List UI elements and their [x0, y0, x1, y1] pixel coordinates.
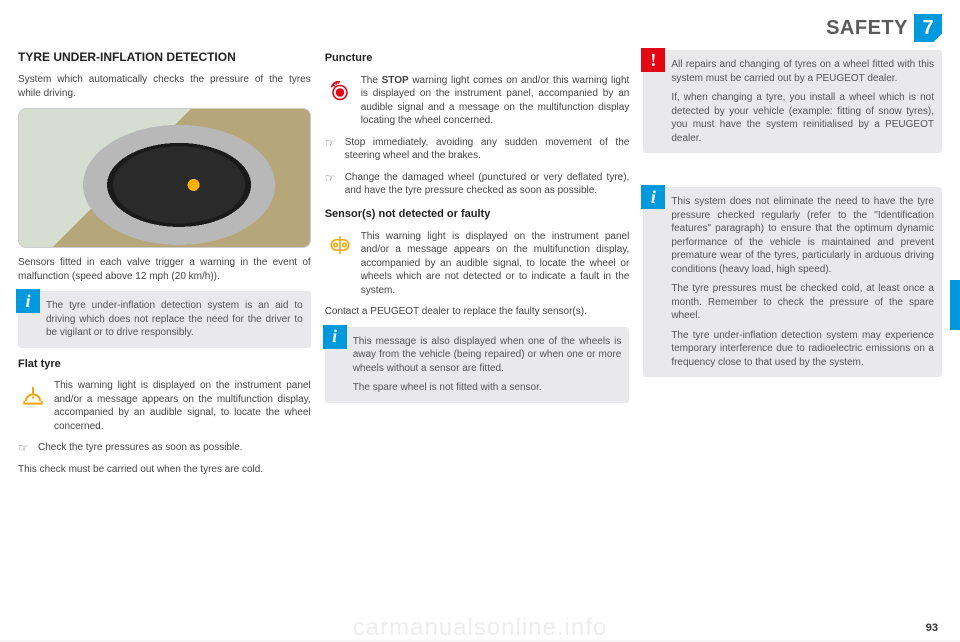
heading-puncture: Puncture: [325, 52, 630, 66]
info-spare-para2: The spare wheel is not fitted with a sen…: [353, 381, 622, 395]
flat-bullet-text: Check the tyre pressures as soon as poss…: [38, 441, 243, 455]
info3-para2: The tyre pressures must be checked cold,…: [671, 282, 934, 323]
info-box-system-limits: i This system does not eliminate the nee…: [643, 187, 942, 377]
puncture-bullet-2: ☞ Change the damaged wheel (punctured or…: [325, 171, 630, 198]
stop-word: STOP: [382, 75, 409, 86]
puncture-text-before: The: [361, 75, 382, 86]
section-tab: [950, 280, 960, 330]
stop-icon: [325, 74, 355, 104]
puncture-bullet-1: ☞ Stop immediately, avoiding any sudden …: [325, 136, 630, 163]
info-icon: i: [323, 325, 347, 349]
puncture-bullet2-text: Change the damaged wheel (punctured or v…: [345, 171, 630, 198]
info-icon: i: [16, 289, 40, 313]
flat-tyre-row: This warning light is displayed on the i…: [18, 379, 311, 433]
info-driving-aid-text: The tyre under-inflation detection syste…: [46, 299, 303, 340]
page-header: SAFETY 7: [18, 12, 942, 44]
tyre-photo: [18, 108, 311, 248]
pointer-icon: ☞: [325, 171, 339, 198]
spacer: [643, 161, 942, 179]
sensor-end-text: Contact a PEUGEOT dealer to replace the …: [325, 305, 630, 319]
header-title: SAFETY: [826, 17, 908, 40]
tpms-icon: [18, 379, 48, 409]
column-1: TYRE UNDER-INFLATION DETECTION System wh…: [18, 50, 311, 477]
sensor-text: This warning light is displayed on the i…: [361, 230, 630, 298]
content-columns: TYRE UNDER-INFLATION DETECTION System wh…: [18, 50, 942, 477]
page-number: 93: [926, 622, 938, 634]
watermark: carmanualsonline.info: [353, 614, 607, 642]
heading-tyre-detection: TYRE UNDER-INFLATION DETECTION: [18, 50, 311, 65]
heading-sensor-fault: Sensor(s) not detected or faulty: [325, 208, 630, 222]
sensors-text: Sensors fitted in each valve trigger a w…: [18, 256, 311, 283]
pointer-icon: ☞: [18, 441, 32, 455]
info3-para1: This system does not eliminate the need …: [671, 195, 934, 276]
sensor-fault-icon: [325, 230, 355, 260]
warn-para2: If, when changing a tyre, you install a …: [671, 91, 934, 145]
intro-text: System which automatically checks the pr…: [18, 73, 311, 100]
heading-flat-tyre: Flat tyre: [18, 358, 311, 372]
flat-end-text: This check must be carried out when the …: [18, 463, 311, 477]
puncture-bullet1-text: Stop immediately, avoiding any sudden mo…: [345, 136, 630, 163]
flat-bullet: ☞ Check the tyre pressures as soon as po…: [18, 441, 311, 455]
manual-page: SAFETY 7 TYRE UNDER-INFLATION DETECTION …: [0, 0, 960, 640]
info3-para3: The tyre under-inflation detection syste…: [671, 329, 934, 370]
warning-icon: !: [641, 48, 665, 72]
pointer-icon: ☞: [325, 136, 339, 163]
column-3: ! All repairs and changing of tyres on a…: [643, 50, 942, 477]
chapter-number: 7: [914, 14, 942, 42]
puncture-text: The STOP warning light comes on and/or t…: [361, 74, 630, 128]
info-icon: i: [641, 185, 665, 209]
info-spare-para1: This message is also displayed when one …: [353, 335, 622, 376]
flat-tyre-text: This warning light is displayed on the i…: [54, 379, 311, 433]
sensor-row: This warning light is displayed on the i…: [325, 230, 630, 298]
column-2: Puncture The STOP warning light comes on…: [325, 50, 630, 477]
info-box-driving-aid: i The tyre under-inflation detection sys…: [18, 291, 311, 348]
info-box-spare-wheel: i This message is also displayed when on…: [325, 327, 630, 403]
puncture-row: The STOP warning light comes on and/or t…: [325, 74, 630, 128]
warning-box-repairs: ! All repairs and changing of tyres on a…: [643, 50, 942, 153]
warn-para1: All repairs and changing of tyres on a w…: [671, 58, 934, 85]
